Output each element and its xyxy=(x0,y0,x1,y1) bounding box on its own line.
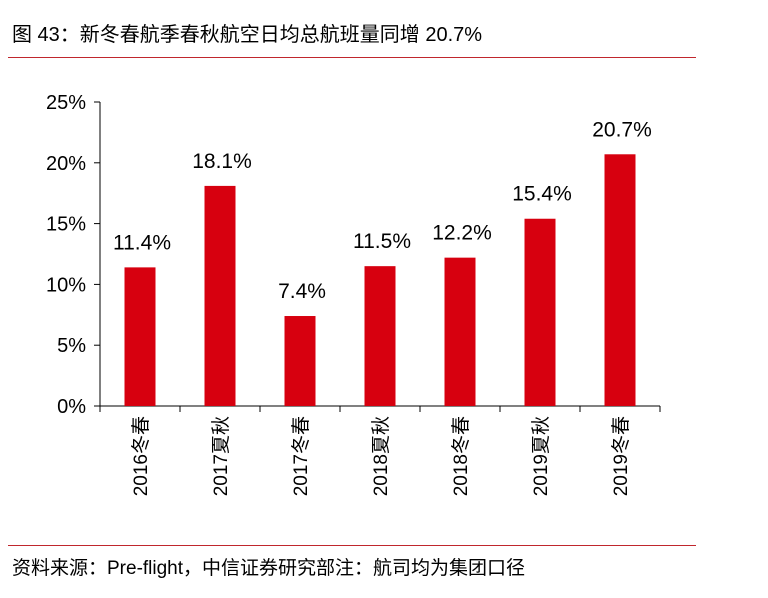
bar xyxy=(204,185,236,406)
bar-chart: 0% 5% 10% 15% 20% 25% 11.4% 2016冬春 18.1% 2017夏秋 7.… xyxy=(46,92,661,496)
y-tick-label: 10% xyxy=(46,274,86,296)
y-tick-label: 25% xyxy=(46,92,86,114)
y-tick-label: 0% xyxy=(57,396,86,418)
bar xyxy=(444,257,476,406)
bar-value-label: 15.4% xyxy=(512,183,572,206)
category-label: 2017冬春 xyxy=(290,416,312,496)
figure-title: 图 43：新冬春航季春秋航空日均总航班量同增 20.7% xyxy=(12,24,483,46)
source-note: 资料来源：Pre-flight，中信证券研究部注：航司均为集团口径 xyxy=(12,558,526,579)
category-label: 2018冬春 xyxy=(450,416,472,496)
bar-value-label: 18.1% xyxy=(192,150,252,173)
bar xyxy=(604,154,636,406)
bar-value-label: 20.7% xyxy=(592,118,652,141)
y-tick-label: 5% xyxy=(57,335,86,357)
bar xyxy=(284,316,316,406)
title-rule xyxy=(8,57,696,58)
y-tick-label: 20% xyxy=(46,153,86,175)
bar-value-label: 12.2% xyxy=(432,222,492,245)
source-rule xyxy=(8,545,696,546)
bar xyxy=(524,218,556,406)
bar-value-label: 11.4% xyxy=(113,231,171,254)
bar-value-label: 11.5% xyxy=(353,230,411,253)
y-tick-label: 15% xyxy=(46,214,86,236)
category-label: 2019冬春 xyxy=(610,416,632,496)
bar xyxy=(124,267,156,406)
category-label: 2019夏秋 xyxy=(530,416,552,496)
bar xyxy=(364,266,396,406)
category-label: 2018夏秋 xyxy=(370,416,392,496)
category-label: 2017夏秋 xyxy=(210,416,232,496)
bar-value-label: 7.4% xyxy=(278,280,326,303)
category-label: 2016冬春 xyxy=(130,416,152,496)
